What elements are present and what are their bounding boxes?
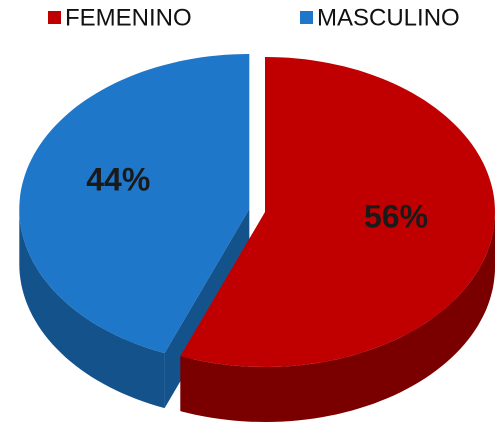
legend-swatch xyxy=(48,11,61,24)
slice xyxy=(19,54,250,354)
legend-label: FEMENINO xyxy=(65,4,192,31)
legend-swatch xyxy=(300,11,313,24)
slice xyxy=(180,57,496,367)
legend-label: MASCULINO xyxy=(317,4,460,31)
slice-side xyxy=(19,209,165,409)
slice-side xyxy=(180,212,496,422)
value-label: 44% xyxy=(86,162,150,198)
value-label: 56% xyxy=(364,198,428,234)
